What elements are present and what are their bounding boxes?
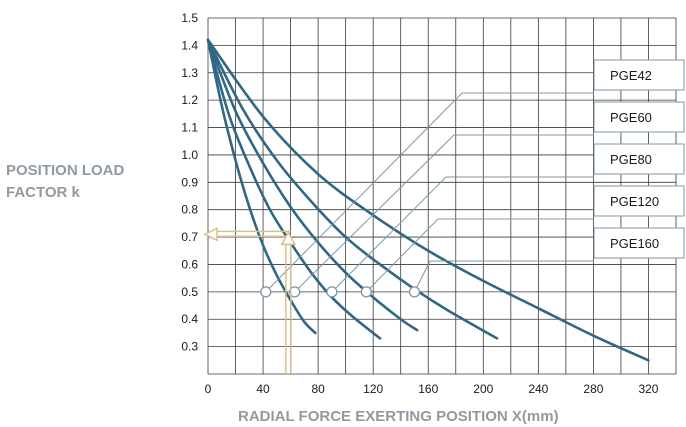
marker-pge120 — [360, 286, 372, 298]
curve-pge80 — [206, 38, 419, 332]
x-tick-label: 240 — [528, 382, 548, 396]
y-tick-label: 0.5 — [181, 285, 198, 299]
example-reading — [203, 227, 297, 374]
y-tick-label: 1.3 — [181, 66, 198, 80]
leader-lines — [265, 92, 594, 293]
curve-pge120 — [206, 38, 499, 340]
x-tick-label: 320 — [638, 382, 658, 396]
grid-lines — [207, 17, 677, 375]
marker-pge60 — [289, 286, 301, 298]
y-axis-label-line-2: FACTOR k — [6, 184, 80, 201]
series-label-box-pge60 — [593, 101, 685, 133]
leader-line-pge60 — [294, 134, 594, 293]
y-tick-label: 1.4 — [181, 38, 198, 52]
marker-pge42 — [260, 286, 272, 298]
y-tick-label: 1.1 — [181, 121, 198, 135]
series-label-pge42: PGE42 — [610, 68, 652, 83]
y-tick-label: 0.8 — [181, 203, 198, 217]
leader-line-pge42 — [265, 92, 594, 293]
x-axis-label: RADIAL FORCE EXERTING POSITION X(mm) — [238, 408, 559, 425]
leader-line-pge80 — [331, 176, 594, 293]
x-tick-labels: 0 40 80 120 160 200 240 280 320 — [205, 382, 659, 396]
example-vertical-arrowhead — [280, 230, 297, 246]
x-tick-label: 0 — [205, 382, 212, 396]
series-label-pge60: PGE60 — [610, 110, 652, 125]
series-label-box-pge120 — [593, 185, 685, 217]
series-label-pge160: PGE160 — [610, 236, 659, 251]
series-label-box-pge80 — [593, 143, 685, 175]
y-tick-label: 0.7 — [181, 230, 198, 244]
y-tick-label: 1.0 — [181, 148, 198, 162]
y-tick-labels: 0.3 0.4 0.5 0.6 0.7 0.8 0.9 1.0 1.1 1.2 1.3 1.4 1.5 — [181, 11, 198, 354]
x-tick-label: 40 — [256, 382, 270, 396]
y-axis-label-line-1: POSITION LOAD — [6, 162, 125, 179]
y-tick-label: 1.2 — [181, 93, 198, 107]
y-axis-label: POSITION LOAD FACTOR k — [6, 160, 196, 204]
x-tick-label: 160 — [418, 382, 438, 396]
x-tick-label: 120 — [363, 382, 383, 396]
curve-pge160 — [206, 38, 650, 362]
leader-line-pge120 — [365, 218, 594, 293]
marker-pge160 — [408, 286, 421, 298]
series-labels: PGE42 PGE60 PGE80 PGE120 PGE160 — [593, 59, 685, 259]
series-label-box-pge160 — [593, 227, 685, 259]
y-tick-label: 0.3 — [181, 340, 198, 354]
y-tick-label: 1.5 — [181, 11, 198, 25]
y-tick-label: 0.4 — [181, 312, 198, 326]
x-tick-label: 280 — [583, 382, 603, 396]
series-label-box-pge42 — [593, 59, 685, 91]
curve-markers — [260, 286, 421, 298]
y-tick-label: 0.9 — [181, 175, 198, 189]
series-label-pge80: PGE80 — [610, 152, 652, 167]
x-tick-label: 200 — [473, 382, 493, 396]
marker-pge80 — [326, 286, 338, 298]
y-tick-label: 0.6 — [181, 257, 198, 271]
x-tick-label: 80 — [311, 382, 325, 396]
example-horizontal-arrowhead — [203, 227, 218, 242]
leader-line-pge160 — [414, 260, 594, 293]
curve-pge42 — [206, 38, 317, 335]
series-label-pge120: PGE120 — [610, 194, 659, 209]
